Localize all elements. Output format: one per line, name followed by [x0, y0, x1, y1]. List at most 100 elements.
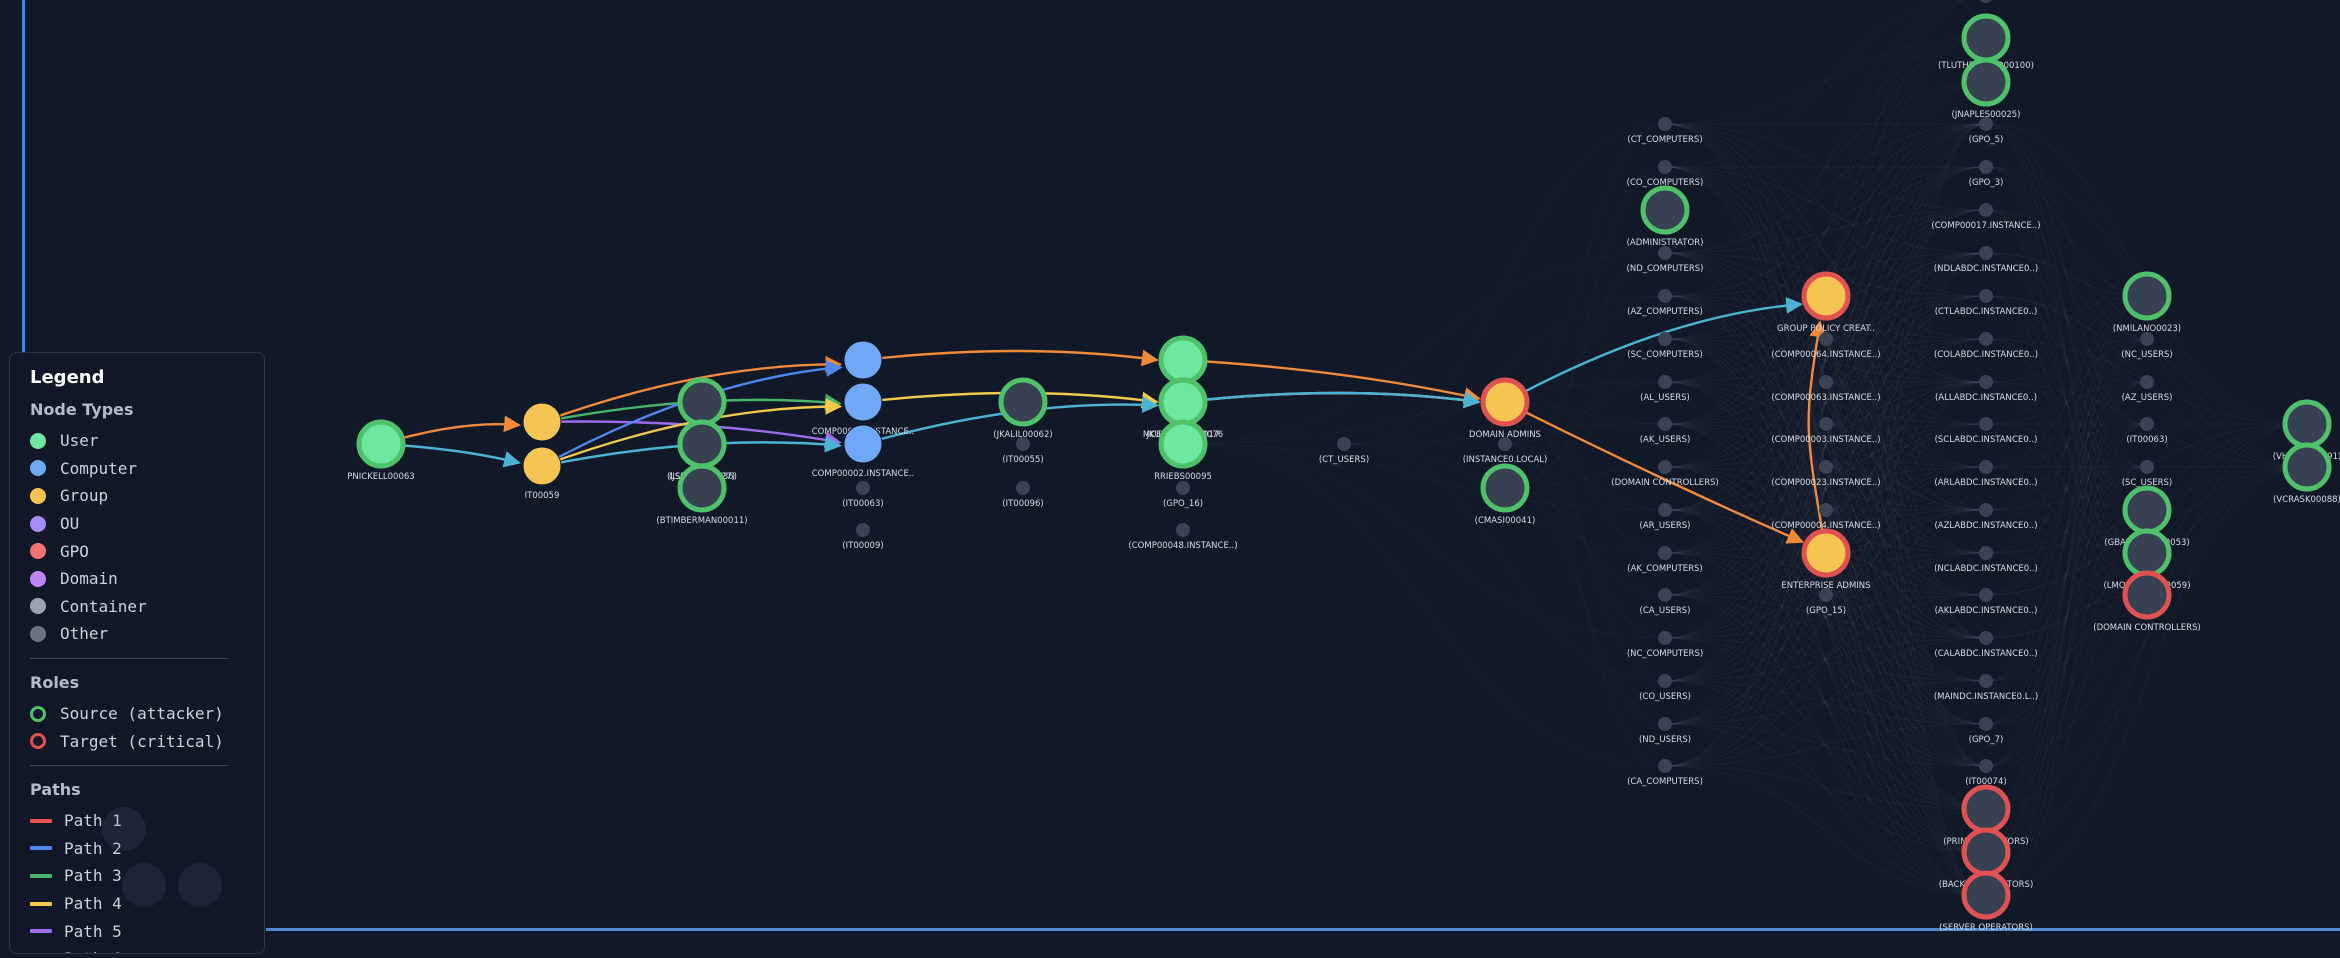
node-nmilano0023[interactable]: (NMILANO0023) [2113, 271, 2181, 334]
node-circle[interactable] [856, 481, 870, 495]
node-it00074[interactable]: (IT00074) [1965, 759, 2007, 787]
node-gpo-15[interactable]: (GPO_15) [1806, 588, 1846, 616]
node-circle[interactable] [1658, 246, 1672, 260]
node-comp00017-instance[interactable]: (COMP00017.INSTANCE..) [1931, 203, 2041, 231]
node-ctlabdc-instance0[interactable]: (CTLABDC.INSTANCE0..) [1935, 289, 2038, 317]
node-gpo-16[interactable]: (GPO_16) [1163, 481, 1203, 509]
node-domain-controllers[interactable]: (DOMAIN CONTROLLERS) [2093, 570, 2201, 633]
node-pnickell00063[interactable]: PNICKELL00063 [347, 419, 415, 482]
node-circle[interactable] [2140, 417, 2154, 431]
node-btimberman00011[interactable]: (BTIMBERMAN00011) [656, 463, 748, 526]
node-azlabdc-instance0[interactable]: (AZLABDC.INSTANCE0..) [1934, 503, 2038, 531]
node-circle[interactable] [1658, 631, 1672, 645]
node-circle[interactable] [1979, 160, 1993, 174]
node-ct-computers[interactable]: (CT_COMPUTERS) [1627, 117, 1703, 145]
node-circle[interactable] [1658, 759, 1672, 773]
node-gpo-5[interactable]: (GPO_5) [1969, 117, 2004, 145]
node-nd-computers[interactable]: (ND_COMPUTERS) [1627, 246, 1704, 274]
node-circle[interactable] [1979, 460, 1993, 474]
node-enterprise-admins[interactable]: ENTERPRISE ADMINS [1781, 528, 1871, 591]
node-circle[interactable] [1979, 375, 1993, 389]
node-circle[interactable] [1979, 203, 1993, 217]
node-sc-computers[interactable]: (SC_COMPUTERS) [1627, 332, 1703, 360]
node-circle[interactable] [1979, 717, 1993, 731]
node-circle[interactable] [2140, 332, 2154, 346]
node-ar-users[interactable]: (AR_USERS) [1640, 503, 1691, 531]
node-circle[interactable] [1658, 332, 1672, 346]
node-az-computers[interactable]: (AZ_COMPUTERS) [1627, 289, 1703, 317]
node-ca-users[interactable]: (CA_USERS) [1640, 588, 1691, 616]
node-circle[interactable] [1480, 463, 1530, 513]
node-circle[interactable] [1658, 460, 1672, 474]
node-comp00023-instance[interactable]: (COMP00023.INSTANCE..) [1771, 460, 1881, 488]
node-nclabdc-instance0[interactable]: (NCLABDC.INSTANCE0..) [1934, 546, 2038, 574]
node-circle[interactable] [1640, 185, 1690, 235]
node-circle[interactable] [1979, 588, 1993, 602]
node-c578a[interactable] [843, 340, 883, 380]
node-circle[interactable] [1961, 57, 2011, 107]
node-co-users[interactable]: (CO_USERS) [1639, 674, 1691, 702]
node-circle[interactable] [1979, 503, 1993, 517]
node-circle[interactable] [1658, 717, 1672, 731]
node-circle[interactable] [1961, 784, 2011, 834]
node-grpA[interactable] [522, 402, 562, 442]
node-circle[interactable] [843, 424, 883, 464]
node-nc-users[interactable]: (NC_USERS) [2121, 332, 2173, 360]
node-circle[interactable] [843, 382, 883, 422]
node-gpo-3[interactable]: (GPO_3) [1969, 160, 2004, 188]
node-gpo-7[interactable]: (GPO_7) [1969, 717, 2004, 745]
node-administrator[interactable]: (ADMINISTRATOR) [1627, 185, 1704, 248]
node-cmasi00041[interactable]: (CMASI00041) [1475, 463, 1536, 526]
node-comp00064-instance[interactable]: (COMP00064.INSTANCE..) [1771, 332, 1881, 360]
node-aklabdc-instance0[interactable]: (AKLABDC.INSTANCE0..) [1935, 588, 2038, 616]
node-nc-computers[interactable]: (NC_COMPUTERS) [1627, 631, 1703, 659]
node-circle[interactable] [677, 419, 727, 469]
node-colabdc-instance0[interactable]: (COLABDC.INSTANCE0..) [1934, 332, 2038, 360]
node-circle[interactable] [1979, 417, 1993, 431]
node-arlabdc-instance0[interactable]: (ARLABDC.INSTANCE0..) [1934, 460, 2038, 488]
node-circle[interactable] [1961, 13, 2011, 63]
node-az-users[interactable]: (AZ_USERS) [2122, 375, 2173, 403]
node-it00096[interactable]: (IT00096) [1002, 481, 1044, 509]
node-circle[interactable] [1016, 437, 1030, 451]
node-circle[interactable] [1961, 870, 2011, 920]
node-ca-computers[interactable]: (CA_COMPUTERS) [1627, 759, 1703, 787]
node-it00009[interactable]: (IT00009) [842, 523, 884, 551]
node-circle[interactable] [1158, 377, 1208, 427]
node-circle[interactable] [1176, 523, 1190, 537]
node-circle[interactable] [843, 340, 883, 380]
node-circle[interactable] [2122, 485, 2172, 535]
node-instance0-local[interactable]: (INSTANCE0.LOCAL) [1463, 437, 1548, 465]
node-u792a[interactable] [1158, 335, 1208, 385]
node-sclabdc-instance0[interactable]: (SCLABDC.INSTANCE0..) [1935, 417, 2038, 445]
node-circle[interactable] [1979, 759, 1993, 773]
node-circle[interactable] [522, 402, 562, 442]
node-circle[interactable] [1819, 460, 1833, 474]
node-circle[interactable] [1979, 674, 1993, 688]
node-it00055[interactable]: (IT00055) [1002, 437, 1044, 465]
node-circle[interactable] [1819, 332, 1833, 346]
node-allabdc-instance0[interactable]: (ALLABDC.INSTANCE0..) [1935, 375, 2037, 403]
node-ak-computers[interactable]: (AK_COMPUTERS) [1627, 546, 1703, 574]
node-n470a[interactable] [677, 377, 727, 427]
node-circle[interactable] [2140, 460, 2154, 474]
node-ak-users[interactable]: (AK_USERS) [1640, 417, 1691, 445]
node-circle[interactable] [1337, 437, 1351, 451]
node-circle[interactable] [1658, 588, 1672, 602]
node-comp00048-instance[interactable]: (COMP00048.INSTANCE..) [1128, 523, 1238, 551]
node-circle[interactable] [1658, 117, 1672, 131]
node-circle[interactable] [998, 377, 1048, 427]
node-comp00004-instance[interactable]: (COMP00004.INSTANCE..) [1771, 503, 1881, 531]
node-circle[interactable] [1819, 588, 1833, 602]
node-circle[interactable] [1158, 419, 1208, 469]
node-maindc-instance0-l[interactable]: (MAINDC.INSTANCE0.L..) [1934, 674, 2038, 702]
node-nd-users[interactable]: (ND_USERS) [1639, 717, 1691, 745]
node-jkalil00062[interactable]: (JKALIL00062) [993, 377, 1053, 440]
node-circle[interactable] [1158, 335, 1208, 385]
node-circle[interactable] [356, 419, 406, 469]
node-circle[interactable] [1658, 503, 1672, 517]
node-circle[interactable] [1016, 481, 1030, 495]
node-circle[interactable] [1176, 481, 1190, 495]
